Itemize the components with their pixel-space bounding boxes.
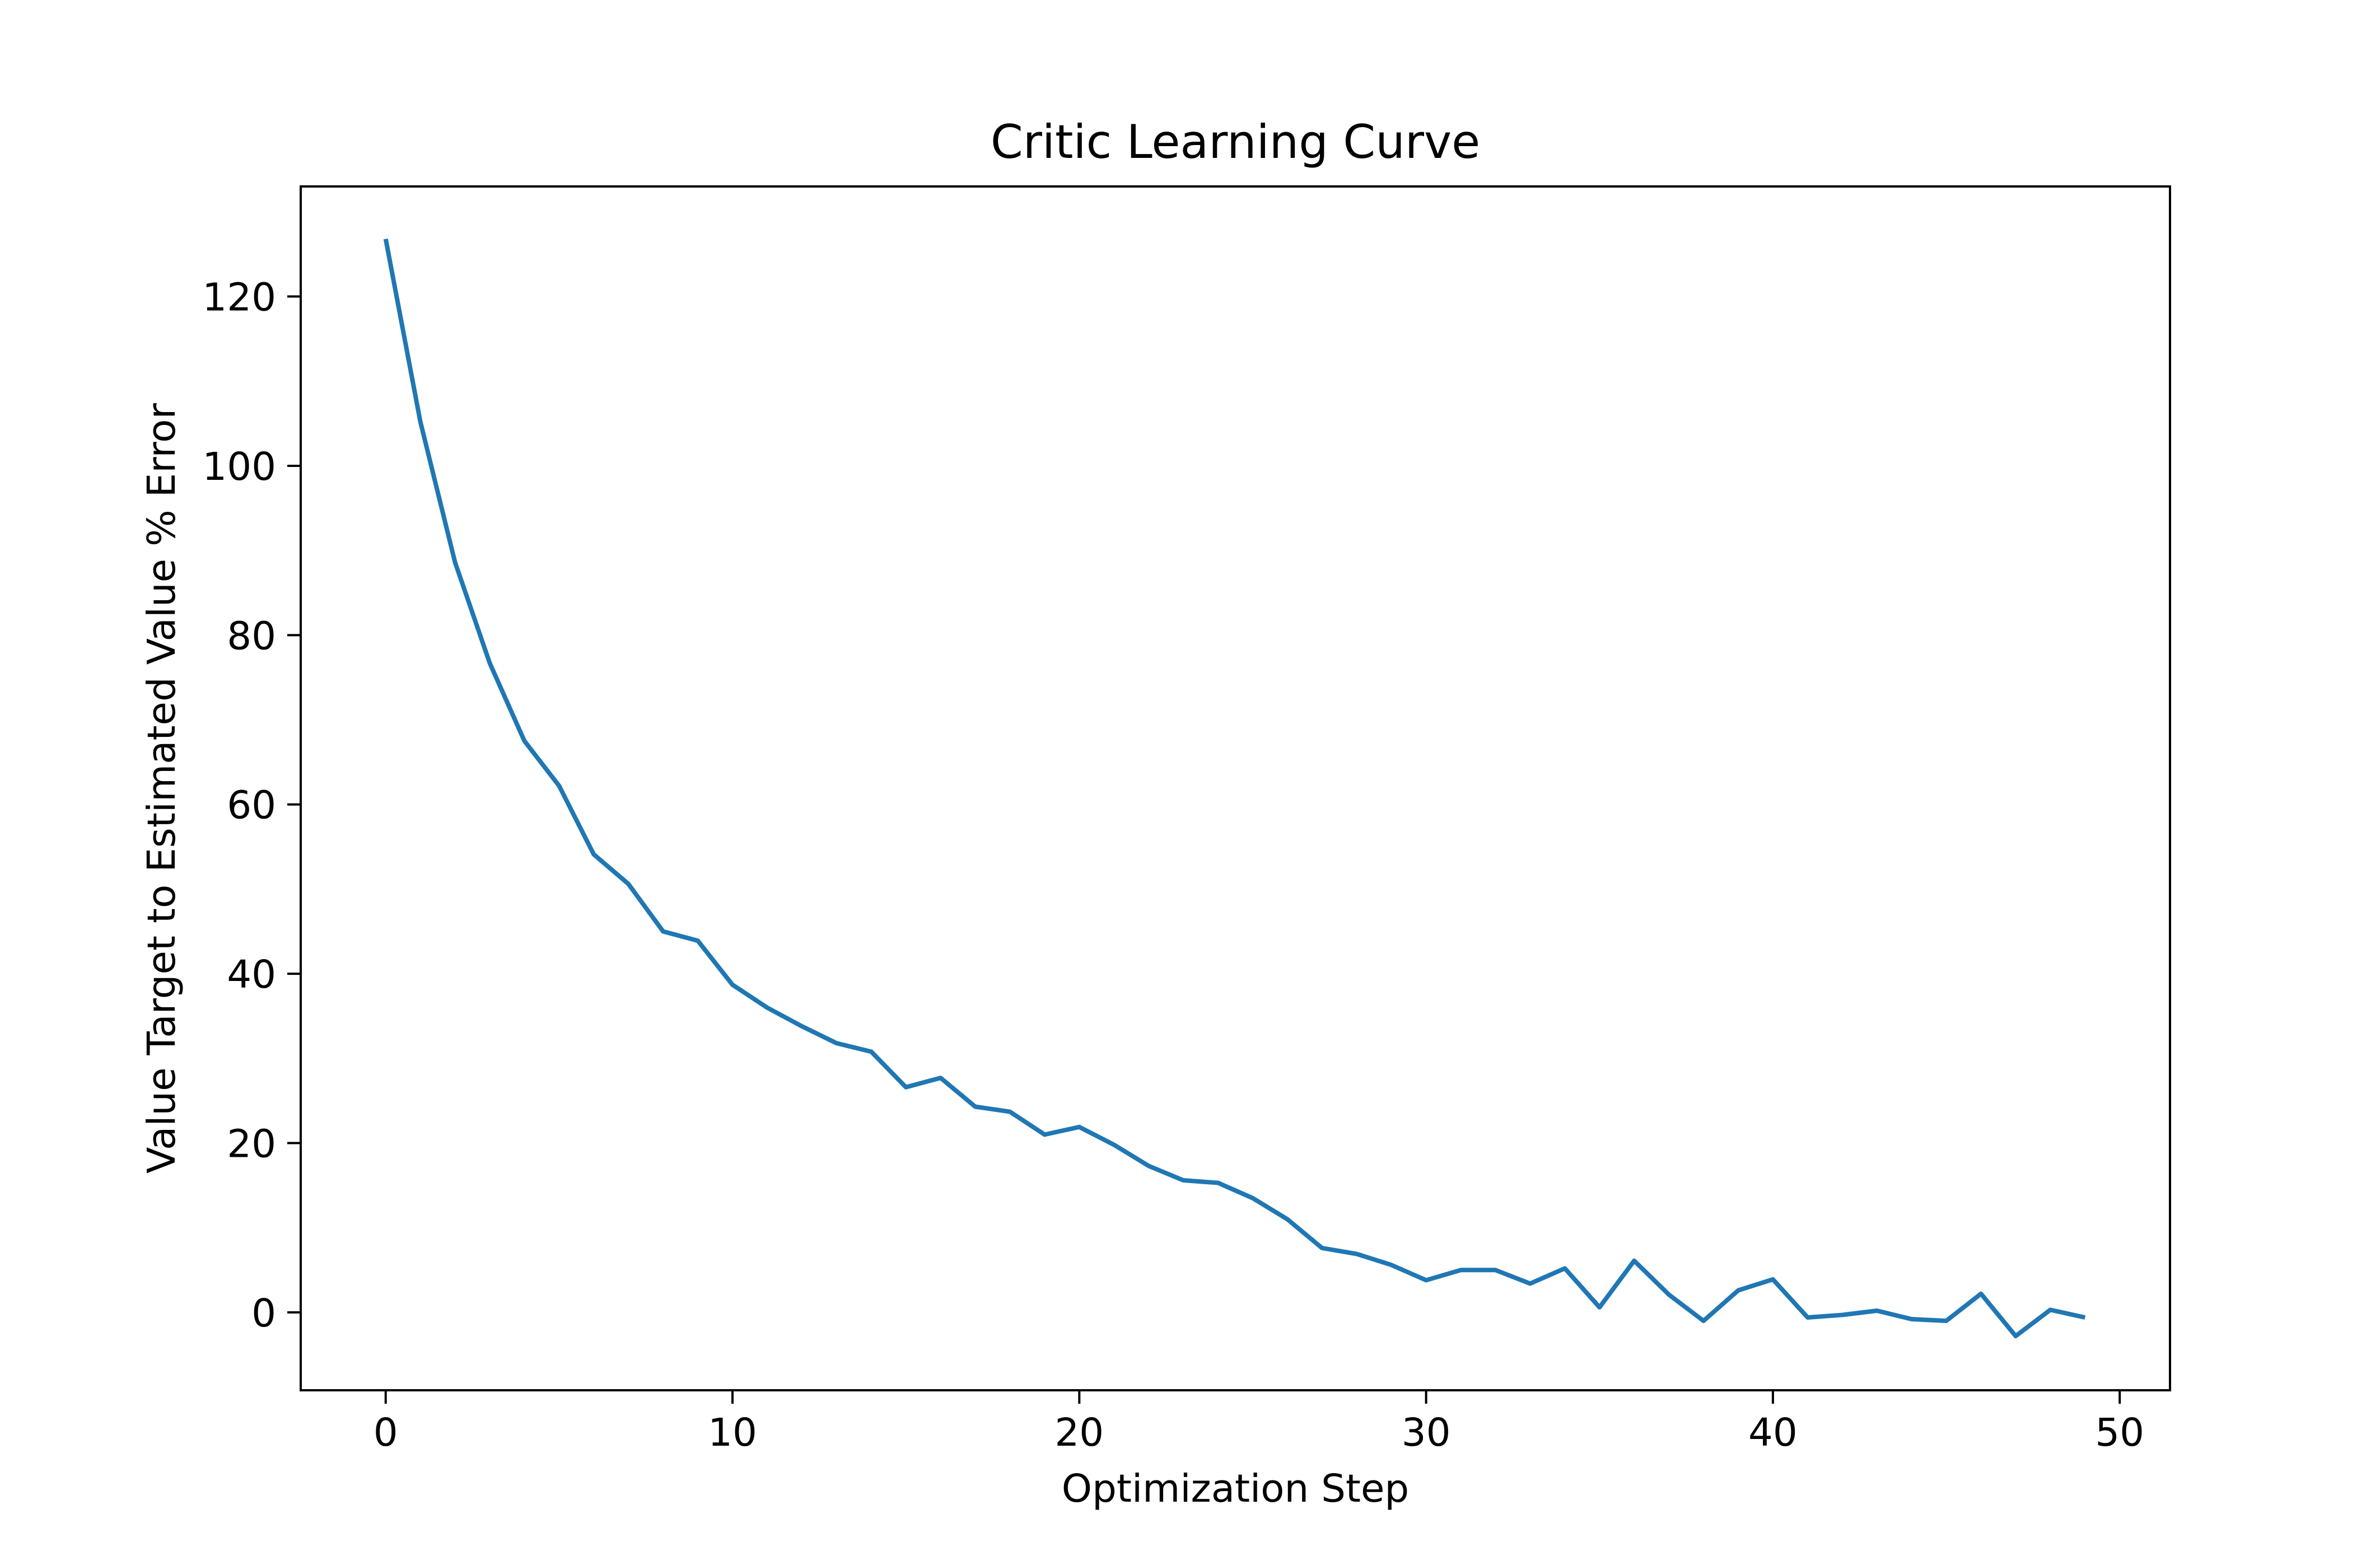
plot-frame	[300, 185, 2171, 1391]
x-tick-label: 30	[1402, 1410, 1451, 1455]
y-axis-label: Value Target to Estimated Value % Error	[139, 403, 184, 1174]
plot-area	[383, 238, 2086, 1339]
series-line	[383, 238, 2086, 1339]
y-tick-label: 0	[251, 1291, 276, 1336]
x-tick-label: 50	[2095, 1410, 2144, 1455]
y-tick-label: 120	[202, 275, 276, 320]
y-tick-label: 40	[227, 952, 276, 997]
x-tick-label: 40	[1748, 1410, 1798, 1455]
y-tick-label: 100	[202, 445, 276, 489]
y-tick-label: 20	[227, 1122, 276, 1167]
y-tick-label: 80	[227, 614, 276, 658]
y-tick-label: 60	[227, 783, 276, 828]
x-axis-label: Optimization Step	[1062, 1466, 1409, 1511]
x-tick-label: 10	[708, 1410, 757, 1455]
axes: 0 10 20 30 40 50 0 20 40 60 80 100 120	[202, 275, 2144, 1455]
x-tick-label: 20	[1054, 1410, 1104, 1455]
chart-title: Critic Learning Curve	[991, 115, 1480, 169]
x-tick-label: 0	[374, 1410, 398, 1455]
